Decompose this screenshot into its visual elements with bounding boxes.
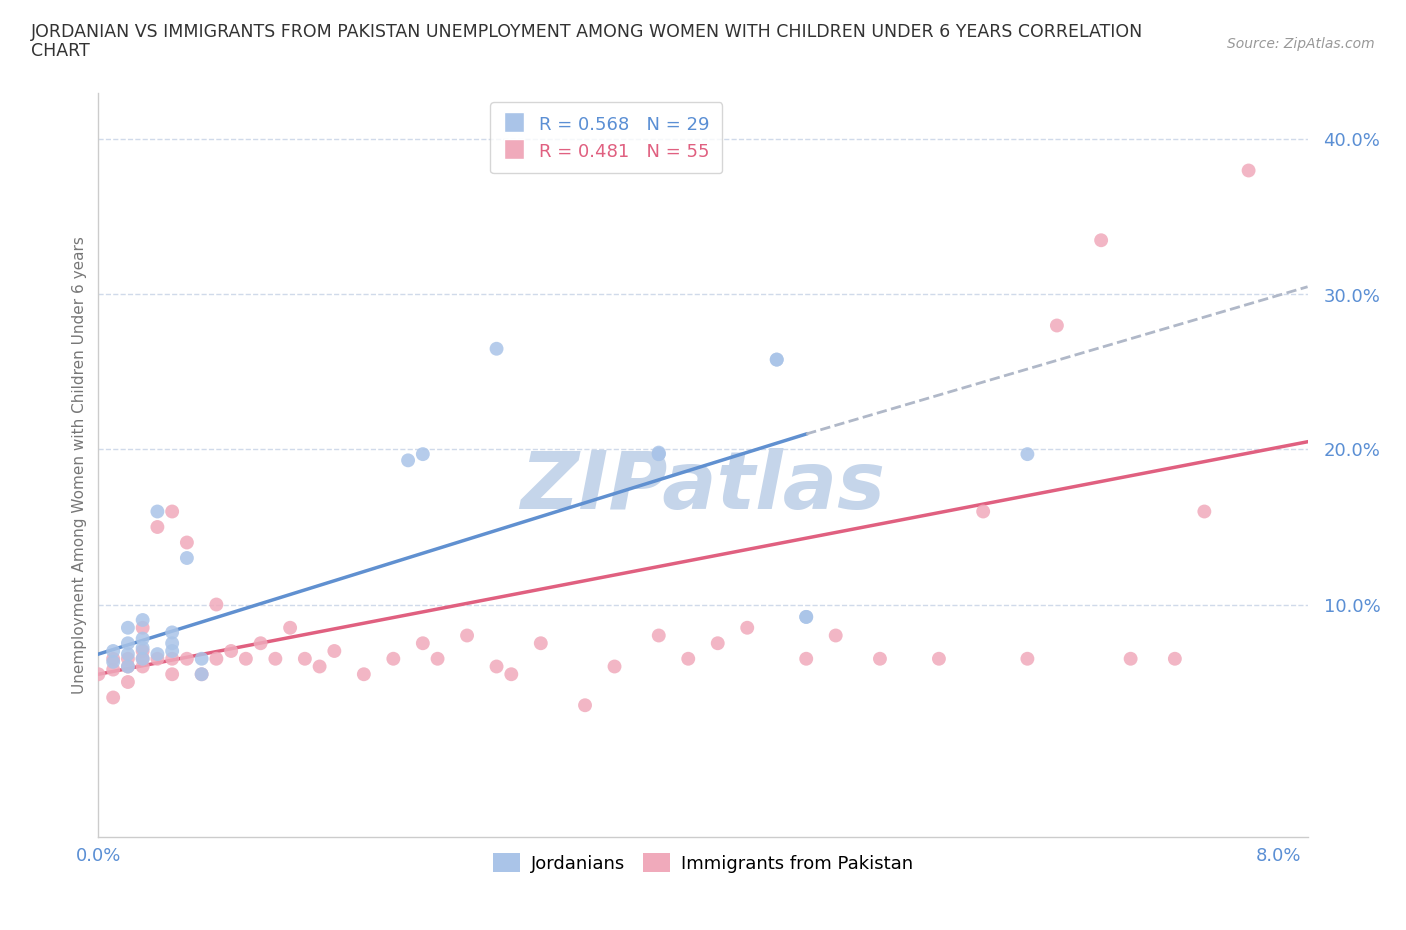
Point xyxy=(117,651,139,666)
Point xyxy=(219,644,242,658)
Point xyxy=(603,659,626,674)
Point xyxy=(501,667,523,682)
Point xyxy=(456,628,478,643)
Point xyxy=(101,651,124,666)
Point xyxy=(101,662,124,677)
Point xyxy=(117,674,139,689)
Point xyxy=(765,352,787,367)
Point xyxy=(131,651,153,666)
Point xyxy=(485,341,508,356)
Point xyxy=(1119,651,1142,666)
Point xyxy=(308,659,330,674)
Point xyxy=(131,651,153,666)
Point xyxy=(928,651,950,666)
Point xyxy=(190,667,212,682)
Point xyxy=(131,613,153,628)
Point xyxy=(160,667,183,682)
Point xyxy=(765,352,787,367)
Point xyxy=(412,446,434,461)
Point xyxy=(278,620,301,635)
Point xyxy=(794,609,817,624)
Point xyxy=(146,520,169,535)
Point xyxy=(131,620,153,635)
Point xyxy=(160,644,183,658)
Point xyxy=(87,667,110,682)
Point xyxy=(1017,651,1039,666)
Point xyxy=(160,636,183,651)
Point xyxy=(249,636,271,651)
Point xyxy=(1090,232,1112,247)
Y-axis label: Unemployment Among Women with Children Under 6 years: Unemployment Among Women with Children U… xyxy=(72,236,87,694)
Point xyxy=(648,445,671,460)
Point xyxy=(412,636,434,651)
Point xyxy=(160,504,183,519)
Point xyxy=(205,597,228,612)
Point xyxy=(117,636,139,651)
Point xyxy=(176,651,198,666)
Point xyxy=(294,651,316,666)
Point xyxy=(117,646,139,661)
Point xyxy=(1237,163,1260,178)
Point xyxy=(794,609,817,624)
Point xyxy=(1017,446,1039,461)
Point xyxy=(190,667,212,682)
Point xyxy=(382,651,405,666)
Point xyxy=(323,644,346,658)
Point xyxy=(190,651,212,666)
Point xyxy=(1194,504,1216,519)
Text: Source: ZipAtlas.com: Source: ZipAtlas.com xyxy=(1227,37,1375,51)
Point xyxy=(1046,318,1069,333)
Point xyxy=(131,631,153,646)
Point xyxy=(648,446,671,461)
Point xyxy=(131,659,153,674)
Point xyxy=(117,659,139,674)
Point xyxy=(1164,651,1187,666)
Legend: Jordanians, Immigrants from Pakistan: Jordanians, Immigrants from Pakistan xyxy=(485,846,921,880)
Point xyxy=(205,651,228,666)
Text: CHART: CHART xyxy=(31,42,90,60)
Point xyxy=(235,651,257,666)
Point xyxy=(101,690,124,705)
Point xyxy=(574,698,596,712)
Point xyxy=(117,620,139,635)
Point xyxy=(824,628,846,643)
Point xyxy=(972,504,994,519)
Point xyxy=(101,655,124,670)
Text: JORDANIAN VS IMMIGRANTS FROM PAKISTAN UNEMPLOYMENT AMONG WOMEN WITH CHILDREN UND: JORDANIAN VS IMMIGRANTS FROM PAKISTAN UN… xyxy=(31,23,1143,41)
Point xyxy=(146,504,169,519)
Point xyxy=(396,453,419,468)
Point xyxy=(648,628,671,643)
Point xyxy=(794,651,817,666)
Point xyxy=(160,651,183,666)
Point xyxy=(160,625,183,640)
Point xyxy=(735,620,758,635)
Point xyxy=(146,646,169,661)
Point xyxy=(131,644,153,658)
Point xyxy=(117,659,139,674)
Point xyxy=(264,651,287,666)
Point xyxy=(648,446,671,461)
Point xyxy=(131,641,153,656)
Point xyxy=(706,636,728,651)
Point xyxy=(176,535,198,550)
Point xyxy=(426,651,449,666)
Text: ZIPatlas: ZIPatlas xyxy=(520,448,886,526)
Point xyxy=(678,651,700,666)
Point xyxy=(176,551,198,565)
Point xyxy=(530,636,553,651)
Point xyxy=(869,651,891,666)
Point xyxy=(146,651,169,666)
Point xyxy=(485,659,508,674)
Point xyxy=(101,644,124,658)
Point xyxy=(353,667,375,682)
